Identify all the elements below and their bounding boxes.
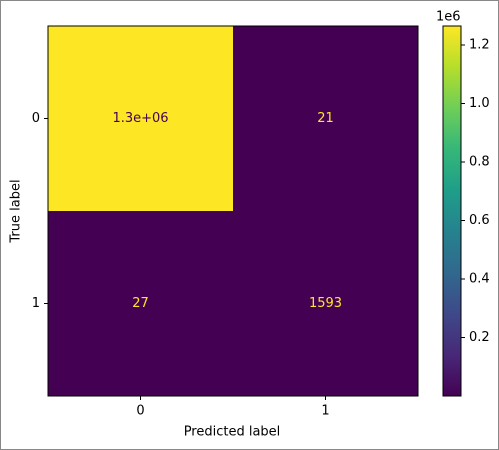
plot-border [47, 25, 419, 397]
x-axis-label: Predicted label [184, 425, 281, 440]
colorbar-tick-label: 0.8 [469, 155, 490, 170]
y-tick-label: 0 [32, 111, 40, 126]
colorbar-tick-label: 1.0 [469, 96, 490, 111]
y-axis-label: True label [9, 179, 24, 243]
colorbar-tick-label: 0.4 [469, 272, 490, 287]
colorbar-offset: 1e6 [436, 10, 461, 25]
cell [48, 211, 234, 397]
cell [233, 26, 419, 212]
y-tick-label: 1 [32, 296, 40, 311]
cell [233, 211, 419, 397]
colorbar-tick-label: 0.2 [469, 330, 490, 345]
cell-label: 21 [317, 111, 334, 126]
cell [48, 26, 234, 212]
x-tick-label: 0 [136, 404, 144, 419]
colorbar [442, 25, 462, 397]
x-tick-label: 1 [321, 404, 329, 419]
cell-label: 1593 [309, 296, 342, 311]
cell-label: 27 [132, 296, 149, 311]
colorbar-tick-label: 0.6 [469, 213, 490, 228]
cell-label: 1.3e+06 [112, 111, 168, 126]
colorbar-tick-label: 1.2 [469, 38, 490, 53]
